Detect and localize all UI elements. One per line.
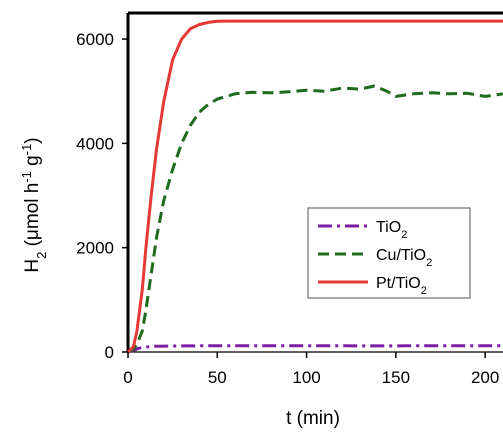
y-tick-label: 6000	[76, 30, 114, 49]
x-tick-label: 100	[292, 368, 320, 387]
series-line-tio2	[127, 344, 503, 354]
series-layer	[126, 19, 503, 354]
series-line-cu-tio2	[127, 84, 503, 354]
x-axis-title: t (min)	[286, 408, 340, 429]
plot-area	[126, 11, 503, 353]
y-tick-label: 0	[105, 343, 114, 362]
legend: TiO2 Cu/TiO2 Pt/TiO2	[307, 207, 471, 299]
legend-entry-cu-tio2: Cu/TiO2	[318, 247, 432, 269]
y-tick-label: 2000	[76, 239, 114, 258]
legend-entry-pt-tio2: Pt/TiO2	[318, 275, 427, 297]
y-axis-title: H2 (μmol h-1 g-1)	[19, 137, 49, 272]
legend-label-cu-tio2: Cu/TiO2	[376, 247, 432, 269]
x-tick-label: 200	[471, 368, 499, 387]
x-tick-label: 0	[123, 368, 132, 387]
x-tick-label: 150	[382, 368, 410, 387]
y-tick-label: 4000	[76, 134, 114, 153]
series-line-pt-tio2	[126, 19, 503, 354]
legend-label-pt-tio2: Pt/TiO2	[376, 275, 427, 297]
x-tick-label: 50	[208, 368, 227, 387]
legend-entry-tio2: TiO2	[318, 219, 407, 241]
legend-label-tio2: TiO2	[376, 219, 407, 241]
